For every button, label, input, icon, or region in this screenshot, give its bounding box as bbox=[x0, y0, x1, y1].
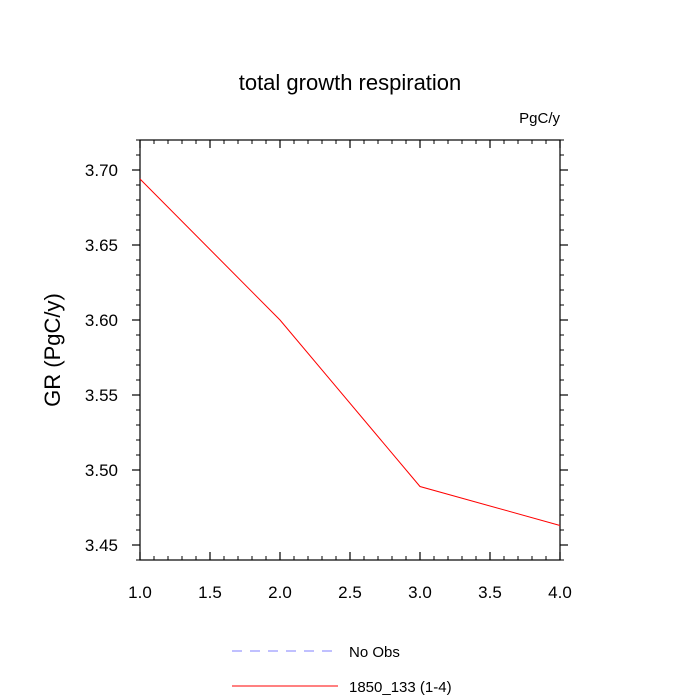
x-tick-label: 1.5 bbox=[198, 583, 222, 602]
legend-label: 1850_133 (1-4) bbox=[349, 679, 452, 696]
chart-title: total growth respiration bbox=[239, 70, 462, 95]
x-tick-label: 4.0 bbox=[548, 583, 572, 602]
y-tick-label: 3.65 bbox=[85, 236, 118, 255]
x-tick-label: 1.0 bbox=[128, 583, 152, 602]
series-layer bbox=[139, 178, 561, 526]
legend-label: No Obs bbox=[349, 644, 400, 661]
y-tick-label: 3.45 bbox=[85, 536, 118, 555]
x-tick-label: 2.5 bbox=[338, 583, 362, 602]
ticks-layer bbox=[132, 139, 568, 561]
plot-frame-layer bbox=[139, 139, 561, 561]
units-label: PgC/y bbox=[519, 110, 560, 127]
x-tick-label: 2.0 bbox=[268, 583, 292, 602]
legend: No Obs 1850_133 (1-4) bbox=[232, 644, 452, 696]
y-tick-label: 3.55 bbox=[85, 386, 118, 405]
x-tick-label: 3.5 bbox=[478, 583, 502, 602]
y-tick-label: 3.70 bbox=[85, 161, 118, 180]
series-line bbox=[139, 178, 561, 526]
x-tick-label: 3.0 bbox=[408, 583, 432, 602]
y-axis-label: GR (PgC/y) bbox=[40, 293, 65, 407]
y-tick-label: 3.50 bbox=[85, 461, 118, 480]
y-tick-label: 3.60 bbox=[85, 311, 118, 330]
plot-frame bbox=[139, 139, 561, 561]
tick-labels-layer: 1.0 1.5 2.0 2.5 3.0 3.5 4.0 3.45 3.50 3.55 3.60 3.6… bbox=[85, 161, 572, 602]
